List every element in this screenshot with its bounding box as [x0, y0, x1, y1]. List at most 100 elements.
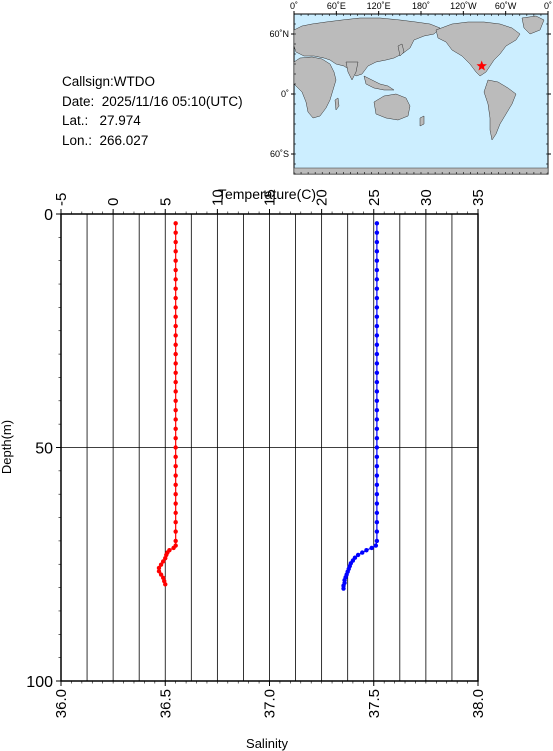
lat-label: Lat.: 27.974	[62, 113, 141, 128]
salinity-tick-label: 36.5	[157, 689, 174, 718]
temperature-data-point	[373, 543, 379, 548]
map-lat-label: 60˚S	[270, 149, 289, 159]
map-lat-label: 60˚N	[269, 29, 289, 39]
landmass-madagascar	[334, 97, 340, 111]
salinity-data-point	[173, 249, 178, 254]
temperature-axis: -5 0 5 10 15 20 25 30 35	[53, 189, 487, 214]
temperature-data-point	[374, 342, 380, 347]
salinity-data-point	[158, 562, 164, 567]
landmass-north-america	[435, 21, 521, 77]
temperature-data-point	[374, 426, 380, 432]
salinity-series-line	[158, 223, 177, 585]
salinity-data-point	[173, 277, 178, 282]
map-graticule	[293, 13, 549, 175]
temperature-axis-label: Temperature(C)	[218, 186, 316, 202]
salinity-data-point	[173, 295, 178, 301]
salinity-data-point	[173, 230, 178, 235]
salinity-data-point	[173, 342, 178, 347]
depth-tick-label: 100	[26, 674, 53, 691]
map-lon-label: 120˚E	[367, 1, 391, 11]
salinity-data-point	[173, 482, 178, 488]
map-lon-label: 0˚	[544, 1, 552, 11]
landmass-indonesia	[363, 75, 395, 91]
temperature-tick-label: 30	[418, 189, 435, 206]
callsign-label: Callsign:WTDO	[62, 74, 156, 89]
salinity-tick-label: 36.0	[53, 689, 70, 718]
temperature-data-point	[374, 286, 380, 291]
map-lon-label: 180˚	[412, 1, 430, 11]
salinity-data-point	[163, 555, 168, 561]
landmass-africa	[293, 56, 337, 119]
temperature-data-point	[374, 295, 380, 301]
landmass-eurasia	[293, 17, 441, 77]
salinity-data-point	[163, 582, 168, 587]
temperature-data-point	[360, 550, 365, 555]
salinity-data-point	[173, 351, 178, 357]
salinity-data-point	[173, 267, 178, 273]
temperature-data-point	[374, 492, 380, 497]
station-marker-icon	[476, 60, 487, 71]
temperature-data-point	[355, 552, 361, 558]
salinity-data-point	[173, 529, 178, 534]
salinity-data-point	[173, 239, 178, 245]
landmass-australia	[373, 93, 411, 121]
temperature-data-point	[374, 398, 380, 403]
depth-axis-label: Depth(m)	[0, 420, 14, 474]
temperature-tick-label: 5	[157, 198, 174, 206]
map-lon-label: 60˚E	[327, 1, 346, 11]
temperature-data-point	[374, 520, 380, 525]
temperature-data-point	[374, 510, 380, 516]
temperature-data-point	[374, 389, 380, 394]
salinity-data-point	[173, 305, 178, 310]
salinity-data-point	[173, 407, 178, 413]
salinity-data-point	[173, 538, 178, 544]
salinity-tick-label: 37.0	[262, 689, 279, 718]
landmass-greenland	[521, 15, 545, 35]
salinity-data-point	[173, 445, 178, 450]
salinity-data-point	[173, 454, 178, 460]
salinity-data-point	[171, 545, 176, 551]
map-lon-label: 0˚	[290, 1, 298, 11]
salinity-data-point	[173, 370, 178, 375]
salinity-data-point	[173, 221, 178, 226]
temperature-data-point	[374, 473, 380, 478]
map-top-ticks: 0˚ 60˚E 120˚E 180˚ 120˚W 60˚W 0˚	[290, 1, 552, 14]
temperature-data-point	[374, 407, 380, 413]
temperature-data-point	[374, 435, 380, 441]
temperature-tick-label: 0	[105, 198, 122, 206]
salinity-data-point	[173, 314, 178, 319]
temperature-data-point	[374, 417, 380, 422]
station-info: Callsign:WTDO Date: 2025/11/16 05:10(UTC…	[62, 72, 243, 150]
temperature-data-point	[374, 333, 380, 338]
temperature-tick-label: 25	[366, 189, 383, 206]
salinity-data-point	[173, 361, 178, 366]
temperature-data-point	[374, 230, 380, 235]
temperature-data-point	[374, 351, 380, 357]
salinity-axis-label: Salinity	[246, 736, 288, 751]
depth-tick-label: 0	[44, 207, 53, 224]
temperature-data-point	[374, 454, 380, 460]
depth-tick-label: 50	[35, 441, 53, 458]
temperature-data-point	[374, 538, 380, 544]
temperature-data-point	[369, 545, 374, 551]
temperature-data-point	[374, 323, 380, 329]
temperature-tick-label: 10	[209, 189, 226, 206]
landmass-india	[345, 61, 359, 81]
salinity-data-point	[173, 379, 178, 385]
map-left-ticks: 60˚N 0˚ 60˚S	[269, 29, 551, 159]
temperature-data-point	[374, 221, 380, 226]
salinity-data-point	[173, 492, 178, 497]
temperature-data-point	[374, 501, 380, 506]
salinity-data-point	[156, 569, 162, 574]
temperature-data-point	[374, 314, 380, 319]
temperature-tick-label: -5	[53, 193, 70, 206]
temperature-data-point	[374, 249, 380, 254]
temperature-data-point	[374, 482, 380, 488]
salinity-data-point	[173, 333, 178, 338]
temperature-data-point	[374, 267, 380, 273]
temperature-data-point	[374, 305, 380, 310]
landmass-japan	[397, 43, 405, 57]
salinity-data-point	[173, 501, 178, 506]
temperature-data-point	[374, 370, 380, 375]
temperature-data-point	[374, 361, 380, 366]
